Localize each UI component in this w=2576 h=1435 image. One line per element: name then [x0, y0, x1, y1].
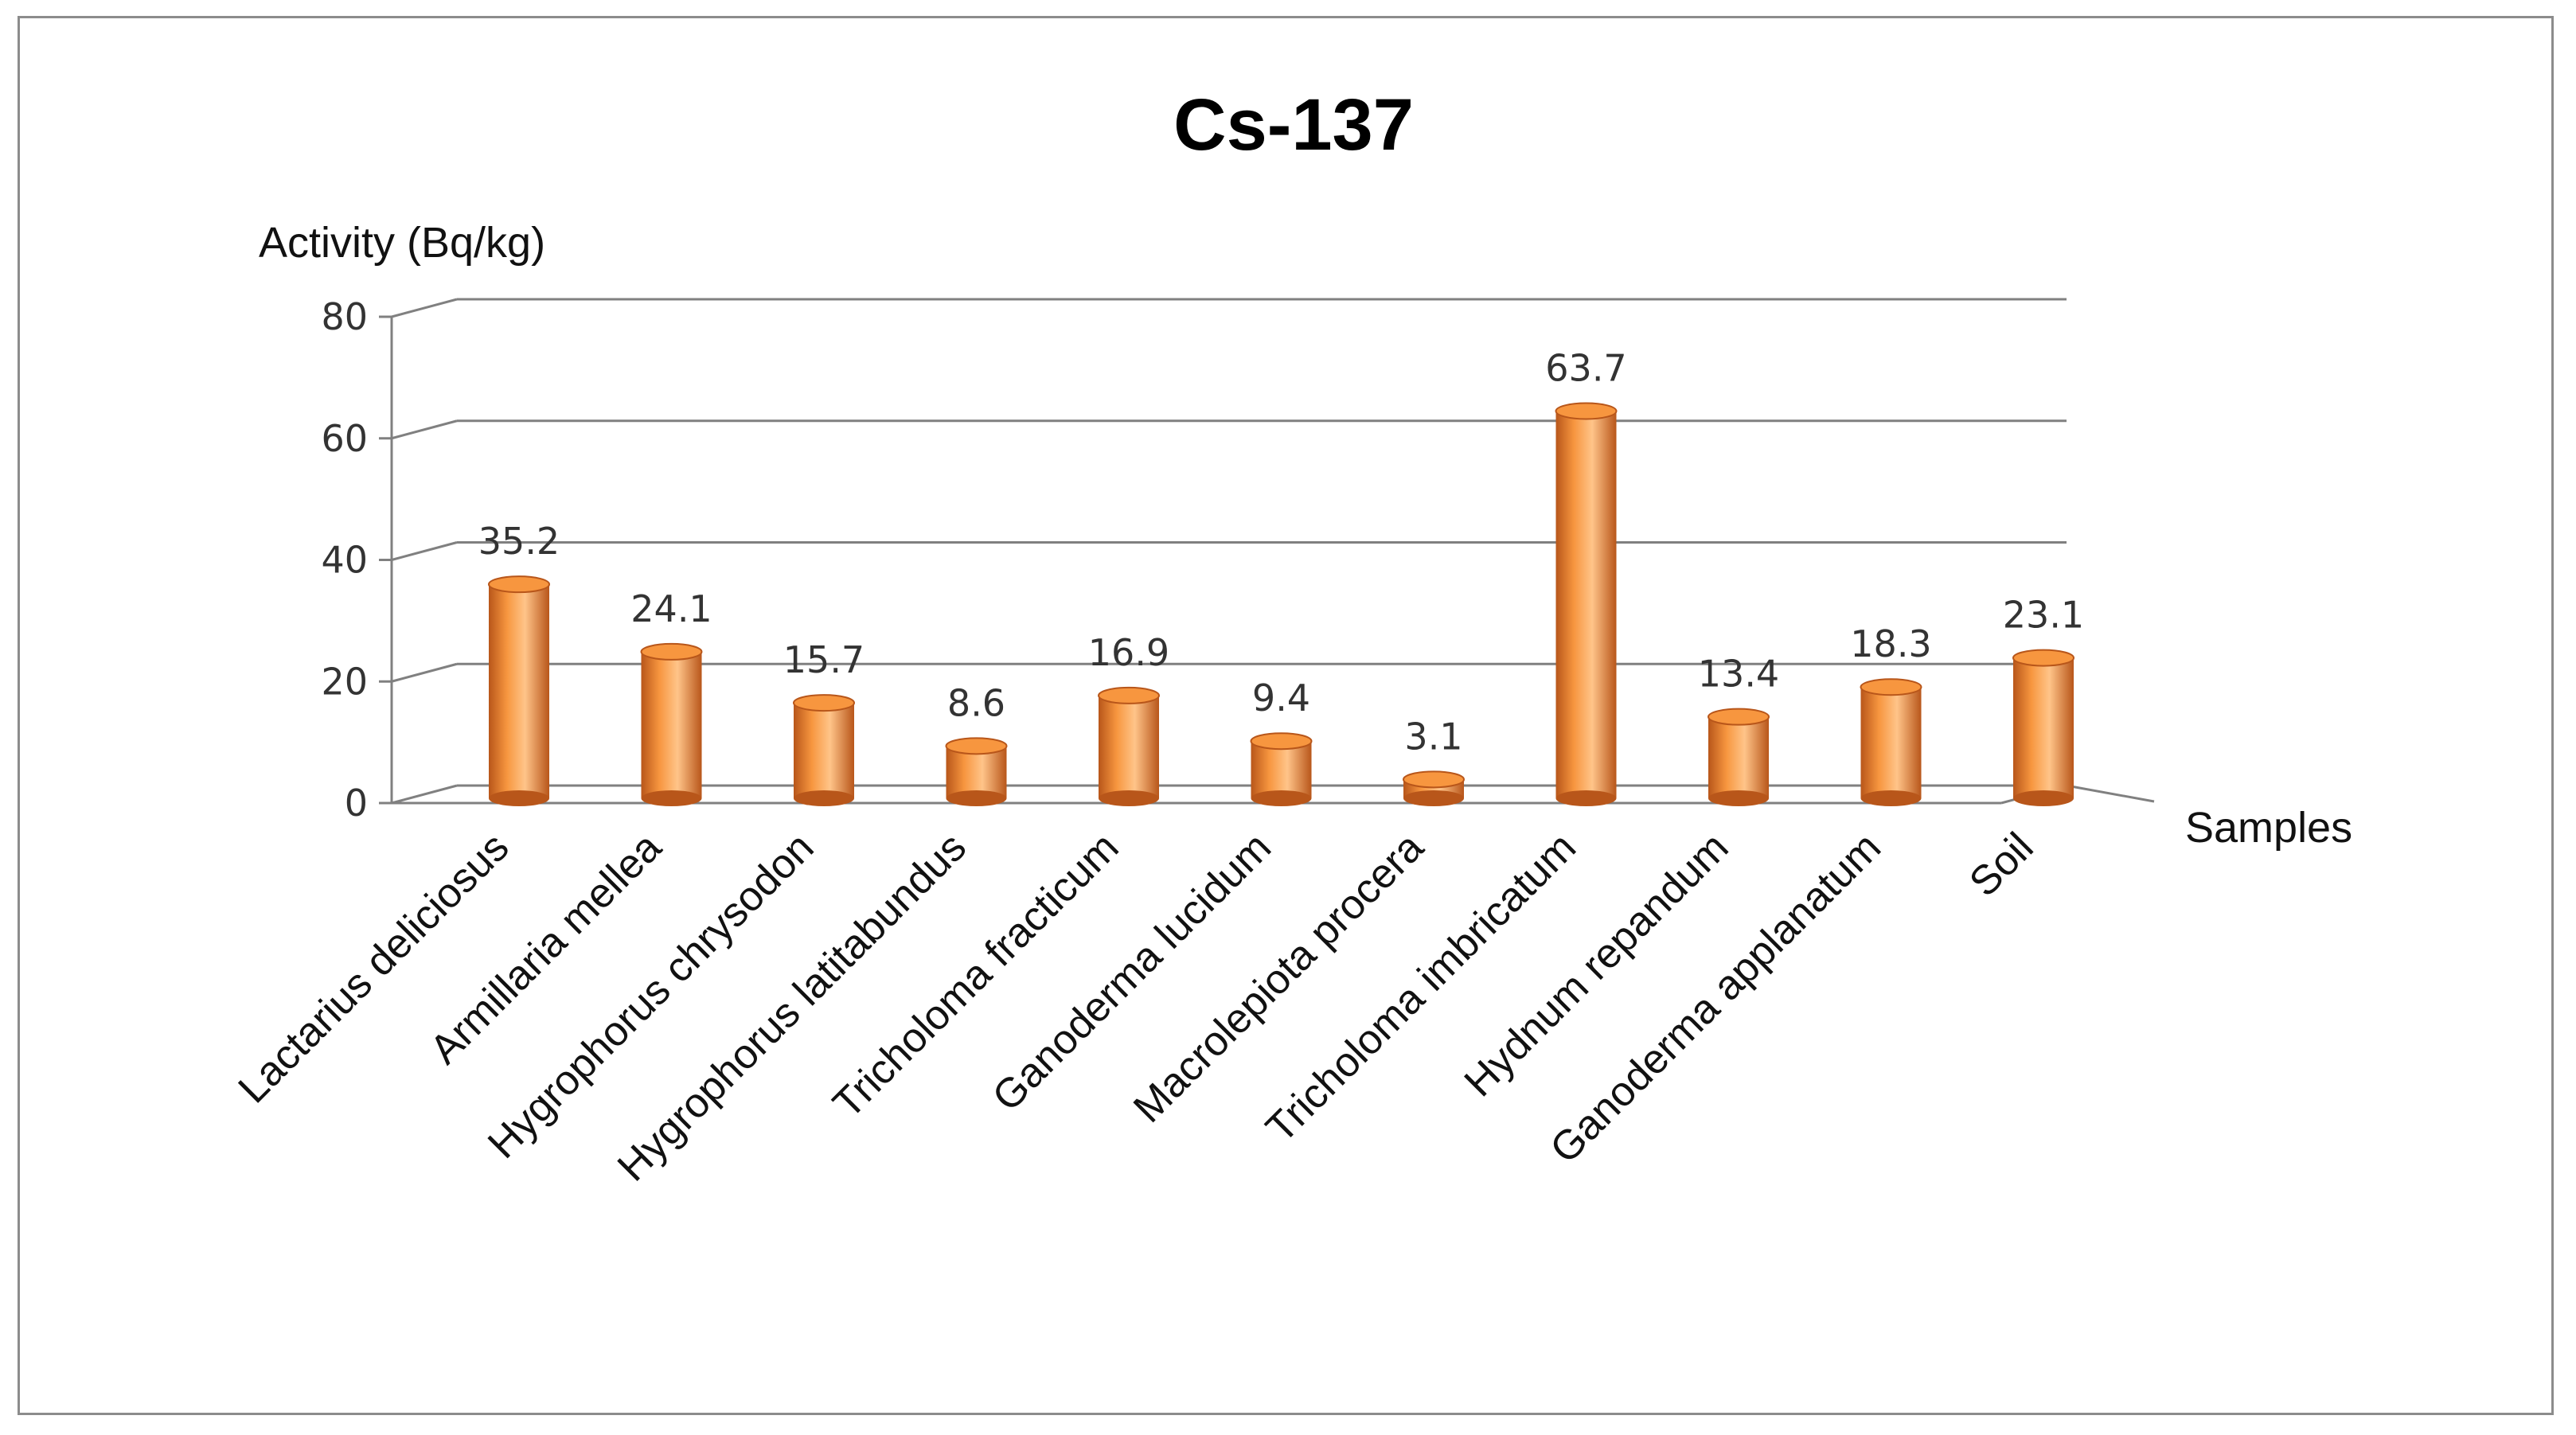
x-tick-label: Hydnum repandum	[1456, 824, 1738, 1105]
bar-body	[641, 651, 702, 798]
bar-body	[1708, 716, 1769, 798]
x-axis-label: Samples	[2185, 804, 2352, 852]
bar	[1555, 402, 1618, 806]
x-tick-label: Ganoderma lucidum	[984, 824, 1280, 1120]
bar	[793, 694, 855, 806]
bar-top	[1403, 770, 1465, 789]
bar	[945, 737, 1008, 806]
gridline-depth	[391, 784, 458, 805]
x-axis-extension	[2066, 784, 2155, 803]
bar-base	[489, 790, 549, 806]
y-tick-label: 0	[345, 782, 368, 825]
bar	[640, 642, 703, 806]
x-tick-label: Tricholoma fracticum	[825, 824, 1128, 1127]
bar-body	[1555, 411, 1617, 798]
bar	[488, 575, 550, 806]
x-tick-label: Lactarius deliciosus	[230, 824, 518, 1112]
y-tick-label: 20	[321, 660, 368, 703]
y-axis-ticks: 0 20 40 60 80	[321, 295, 392, 825]
gridline-depth	[391, 662, 458, 683]
data-label: 15.7	[783, 638, 865, 681]
data-label: 18.3	[1850, 622, 1931, 665]
gridline-depth	[391, 419, 458, 440]
bar-top	[640, 642, 703, 661]
bar-base	[794, 790, 854, 806]
bar-top	[1098, 686, 1160, 704]
data-label: 9.4	[1252, 677, 1310, 719]
bar-top	[488, 575, 550, 594]
bar-body	[489, 584, 549, 798]
bar-top	[2012, 649, 2074, 667]
y-tick-label: 40	[321, 539, 368, 582]
data-label: 8.6	[947, 681, 1005, 724]
bar-body	[2013, 657, 2074, 798]
chart-title: Cs-137	[1173, 84, 1414, 166]
data-label: 16.9	[1088, 631, 1169, 674]
bar	[1250, 732, 1313, 806]
bar-body	[1251, 741, 1312, 798]
bar-body	[1860, 687, 1922, 798]
bar	[1708, 708, 1770, 806]
gridline-depth	[391, 298, 458, 318]
data-label: 13.4	[1698, 653, 1779, 696]
data-label: 23.1	[2003, 594, 2084, 637]
y-axis-label: Activity (Bq/kg)	[259, 219, 545, 267]
bar	[1403, 770, 1465, 806]
bar-base	[1708, 790, 1769, 806]
bar	[2012, 649, 2074, 806]
bar-top	[945, 737, 1008, 755]
x-tick-label: Soil	[1961, 824, 2042, 905]
bar-base	[1860, 790, 1922, 806]
bar-top	[1250, 732, 1313, 751]
data-labels: 35.2 24.1 15.7 8.6 16.9 9.4 3.1 63.7 13.4 18.3 23.…	[478, 346, 2084, 758]
bar-base	[1555, 790, 1617, 806]
y-tick-label: 80	[321, 295, 368, 338]
bar-base	[641, 790, 702, 806]
bar-top	[1860, 678, 1922, 696]
bar-base	[1403, 790, 1464, 806]
bar	[1860, 678, 1922, 806]
data-label: 24.1	[630, 587, 712, 630]
gridline-depth	[391, 541, 458, 561]
bar-top	[1708, 708, 1770, 726]
data-label: 3.1	[1404, 715, 1462, 758]
x-tick-label: Macrolepiota procera	[1125, 824, 1432, 1131]
bar-base	[946, 790, 1007, 806]
bar-top	[793, 694, 855, 712]
bar	[1098, 686, 1160, 806]
bar-chart: Cs-137 Activity (Bq/kg) Samples 0 20 40 60 8…	[230, 84, 2352, 1191]
bars	[488, 402, 2074, 806]
bar-body	[1099, 695, 1159, 798]
chart-frame: Cs-137 Activity (Bq/kg) Samples 0 20 40 60 8…	[18, 16, 2554, 1415]
bar-base	[2013, 790, 2074, 806]
bar-body	[794, 703, 854, 798]
bar-base	[1251, 790, 1312, 806]
bar-base	[1099, 790, 1159, 806]
bar-top	[1555, 402, 1618, 420]
x-tick-label: Tricholoma imbricatum	[1257, 824, 1585, 1152]
y-tick-label: 60	[321, 417, 368, 460]
data-label: 63.7	[1545, 346, 1626, 389]
data-label: 35.2	[478, 520, 560, 563]
